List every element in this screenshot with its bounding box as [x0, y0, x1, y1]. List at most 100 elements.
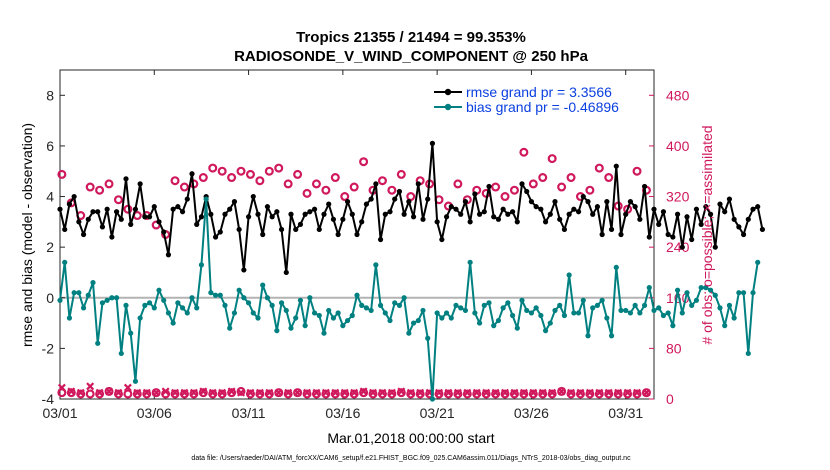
rmse-point	[340, 216, 346, 222]
obs-assimilated-marker	[199, 387, 208, 396]
bias-point	[184, 310, 190, 316]
obs-possible-marker	[557, 182, 567, 192]
rmse-point	[495, 216, 502, 222]
bias-point	[462, 307, 469, 314]
obs-possible-marker	[359, 388, 369, 398]
obs-possible-marker	[519, 147, 529, 157]
bias-point	[392, 300, 398, 306]
rmse-point	[76, 219, 82, 225]
rmse-point	[613, 163, 619, 169]
bias-point	[330, 315, 337, 321]
y-right-tick-label: 240	[666, 239, 690, 255]
obs-assimilated-marker	[529, 388, 538, 397]
obs-assimilated-marker	[557, 387, 566, 396]
bias-point	[585, 333, 591, 339]
rmse-point	[623, 211, 629, 217]
obs-assimilated-marker	[548, 388, 557, 397]
bias-point	[307, 295, 313, 301]
rmse-point	[170, 206, 176, 212]
y-right-tick-label: 0	[666, 391, 674, 407]
rmse-point	[674, 211, 681, 217]
bias-point	[637, 310, 643, 316]
bias-point	[212, 292, 219, 298]
bias-point	[76, 290, 82, 296]
obs-assimilated-marker	[133, 388, 142, 397]
obs-assimilated-marker	[218, 388, 227, 397]
bias-point	[429, 396, 436, 402]
obs-possible-marker	[255, 389, 265, 399]
bias-point	[316, 312, 322, 319]
bias-point	[373, 262, 379, 268]
rmse-point	[561, 226, 568, 233]
bias-point	[646, 285, 652, 291]
bias-point	[684, 290, 690, 296]
rmse-point	[245, 214, 252, 220]
obs-possible-marker	[217, 166, 227, 176]
obs-possible-marker	[104, 179, 114, 189]
obs-possible-marker	[236, 166, 246, 176]
y-left-tick-label: 4	[46, 189, 54, 205]
bias-point	[71, 290, 77, 296]
x-axis-label: Mar.01,2018 00:00:00 start	[327, 430, 494, 446]
rmse-point	[288, 211, 294, 217]
rmse-point	[161, 229, 167, 235]
obs-possible-marker	[66, 388, 76, 398]
obs-assimilated-marker	[114, 388, 123, 397]
obs-assimilated-marker	[585, 388, 594, 397]
rmse-point	[679, 244, 685, 250]
bias-point	[552, 307, 558, 314]
bias-point	[354, 292, 360, 298]
bias-point	[561, 312, 568, 319]
bias-point	[491, 323, 497, 329]
obs-possible-marker	[283, 179, 293, 189]
obs-possible-marker	[415, 389, 425, 399]
rmse-point	[293, 226, 299, 233]
rmse-point	[429, 140, 436, 146]
bias-point	[359, 302, 365, 308]
bias-point	[679, 310, 685, 316]
rmse-point	[359, 219, 365, 225]
bias-point	[203, 196, 209, 202]
rmse-point	[241, 267, 247, 273]
obs-possible-marker	[245, 169, 255, 179]
rmse-point	[665, 231, 671, 238]
y-left-tick-label: -4	[42, 391, 55, 407]
obs-possible-marker	[406, 389, 416, 399]
bias-point	[420, 307, 426, 314]
bias-point	[566, 272, 572, 278]
rmse-point	[104, 206, 110, 212]
obs-possible-marker	[311, 179, 321, 189]
rmse-point	[476, 211, 483, 217]
rmse-point	[401, 211, 407, 217]
rmse-point	[585, 199, 591, 205]
obs-assimilated-marker	[208, 388, 217, 397]
rmse-point	[326, 201, 332, 207]
rmse-point	[368, 196, 374, 202]
legend-bias-marker	[444, 103, 452, 111]
obs-possible-marker	[387, 389, 397, 399]
obs-possible-marker	[293, 388, 303, 398]
obs-possible-marker	[434, 389, 444, 399]
rmse-point	[80, 231, 87, 238]
obs-assimilated-marker	[152, 388, 161, 397]
rmse-point	[726, 196, 733, 202]
legend-bias-label: bias grand pr = -0.46896	[466, 99, 619, 115]
obs-possible-marker	[198, 173, 208, 183]
bias-point	[109, 295, 115, 301]
bias-point	[57, 297, 63, 303]
rmse-point	[156, 219, 162, 225]
bias-point	[231, 310, 238, 316]
x-tick-label: 03/26	[514, 405, 549, 421]
obs-assimilated-marker	[519, 388, 528, 397]
legend-rmse-marker	[444, 88, 452, 96]
bias-point	[580, 297, 586, 303]
x-tick-label: 03/11	[232, 405, 266, 421]
obs-assimilated-marker	[303, 388, 312, 397]
y-left-tick-label: 0	[46, 290, 54, 306]
rmse-point	[505, 211, 511, 217]
bias-point	[486, 300, 492, 306]
rmse-point	[62, 226, 68, 233]
bias-point	[165, 310, 172, 316]
bias-point	[575, 310, 582, 316]
obs-possible-marker	[264, 389, 274, 399]
